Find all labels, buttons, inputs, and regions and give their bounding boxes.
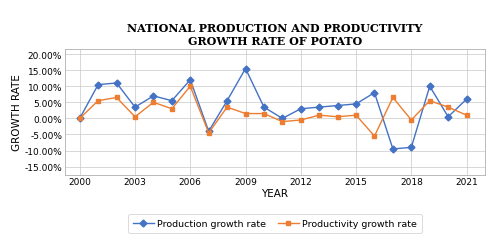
Line: Productivity growth rate: Productivity growth rate	[78, 84, 469, 139]
Productivity growth rate	[464, 114, 469, 117]
X-axis label: YEAR: YEAR	[262, 188, 288, 198]
Production growth rate	[224, 100, 230, 103]
Production growth rate	[408, 146, 414, 149]
Production growth rate	[390, 148, 396, 151]
Production growth rate	[445, 116, 451, 119]
Productivity growth rate	[316, 114, 322, 117]
Productivity growth rate	[114, 96, 119, 100]
Production growth rate	[426, 85, 432, 88]
Productivity growth rate	[132, 116, 138, 119]
Production growth rate	[95, 84, 101, 87]
Title: NATIONAL PRODUCTION AND PRODUCTIVITY
GROWTH RATE OF POTATO: NATIONAL PRODUCTION AND PRODUCTIVITY GRO…	[128, 23, 422, 46]
Productivity growth rate	[76, 118, 82, 120]
Production growth rate	[76, 118, 82, 120]
Production growth rate	[298, 108, 304, 111]
Production growth rate	[169, 100, 175, 103]
Productivity growth rate	[298, 119, 304, 122]
Productivity growth rate	[169, 108, 175, 111]
Production growth rate	[114, 82, 119, 85]
Productivity growth rate	[224, 106, 230, 109]
Productivity growth rate	[188, 85, 194, 88]
Productivity growth rate	[261, 112, 267, 116]
Production growth rate	[280, 118, 285, 120]
Production growth rate	[261, 106, 267, 109]
Productivity growth rate	[353, 114, 359, 117]
Production growth rate	[464, 98, 469, 101]
Productivity growth rate	[206, 132, 212, 135]
Y-axis label: GROWTH RATE: GROWTH RATE	[12, 74, 22, 151]
Productivity growth rate	[390, 96, 396, 100]
Production growth rate	[150, 95, 156, 98]
Productivity growth rate	[95, 100, 101, 103]
Production growth rate	[372, 92, 378, 95]
Productivity growth rate	[242, 112, 248, 116]
Productivity growth rate	[408, 119, 414, 122]
Production growth rate	[242, 68, 248, 71]
Production growth rate	[206, 130, 212, 133]
Production growth rate	[316, 106, 322, 109]
Productivity growth rate	[445, 106, 451, 109]
Productivity growth rate	[280, 120, 285, 124]
Productivity growth rate	[372, 135, 378, 138]
Line: Production growth rate: Production growth rate	[78, 67, 469, 152]
Production growth rate	[132, 106, 138, 109]
Production growth rate	[353, 103, 359, 106]
Productivity growth rate	[150, 102, 156, 104]
Productivity growth rate	[426, 100, 432, 103]
Production growth rate	[334, 104, 340, 108]
Productivity growth rate	[334, 116, 340, 119]
Legend: Production growth rate, Productivity growth rate: Production growth rate, Productivity gro…	[128, 214, 422, 233]
Production growth rate	[188, 79, 194, 82]
